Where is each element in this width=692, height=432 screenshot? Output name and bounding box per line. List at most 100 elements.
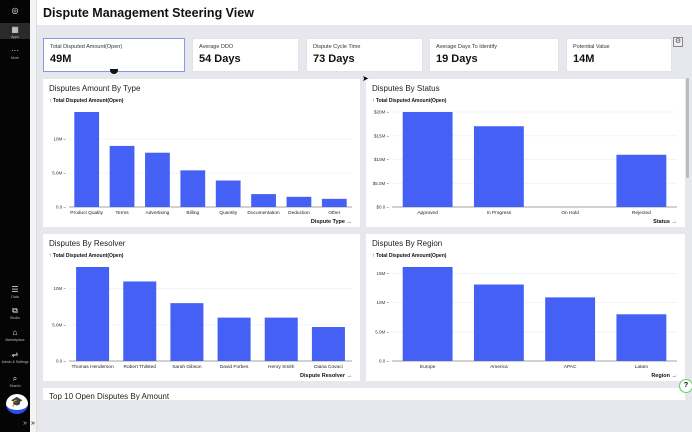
bar-chart: ↑ Total Disputed Amount(Open) $0.0 – $5.0M…: [372, 98, 677, 225]
learning-cap-icon[interactable]: 🎓: [6, 394, 28, 414]
y-tick-label: 0.0 –: [379, 359, 390, 364]
y-tick-label: 0.0 –: [56, 359, 67, 364]
y-axis-label: ↑ Total Disputed Amount(Open): [372, 253, 447, 259]
bar-chart: ↑ Total Disputed Amount(Open) 0.0 – 5.0M –…: [49, 253, 352, 379]
expand-button[interactable]: »: [31, 420, 35, 427]
scrollbar[interactable]: [686, 78, 689, 178]
studio-icon: ⧉: [12, 306, 18, 315]
x-tick-label: Latam: [635, 364, 648, 370]
bar-rejected[interactable]: [616, 154, 667, 207]
x-tick-label: APAC: [564, 364, 577, 370]
search-icon: ⌕: [12, 374, 18, 383]
chart-panel-by-region: ↑ Total Disputed Amount(Open) 0.0 – 5.0M –…: [366, 234, 685, 381]
x-tick-label: Product Quality: [70, 210, 103, 216]
x-axis-label[interactable]: Status →: [653, 219, 677, 225]
chart-panel-by-type: ↑ Total Disputed Amount(Open) 0.0 – 5.0M –…: [43, 79, 360, 227]
bar-in-progress[interactable]: [473, 126, 524, 207]
chart-title: Disputes By Status: [372, 84, 440, 93]
x-tick-label: Other: [328, 210, 340, 216]
settings-gear-icon[interactable]: ⚙: [673, 37, 683, 47]
sidebar-item-studio[interactable]: ⧉ Studio: [0, 306, 30, 320]
chart-title: Disputes By Resolver: [49, 239, 126, 248]
y-axis-label: ↑ Total Disputed Amount(Open): [49, 253, 124, 259]
sidebar-item-marketplace[interactable]: ⌂ Marketplace: [0, 328, 30, 342]
x-axis-label[interactable]: Dispute Type →: [311, 219, 352, 225]
y-axis-label: ↑ Total Disputed Amount(Open): [49, 98, 124, 104]
x-tick-label: Billing: [186, 210, 199, 216]
selected-pointer: [110, 69, 118, 74]
bar-latam[interactable]: [616, 314, 667, 361]
x-tick-label: Rejected: [632, 210, 651, 216]
bar-chart: ↑ Total Disputed Amount(Open) 0.0 – 5.0M –…: [372, 253, 677, 379]
bar-advertising[interactable]: [145, 152, 170, 207]
bar-deduction[interactable]: [286, 196, 312, 207]
database-icon: ☰: [11, 285, 19, 294]
x-tick-label: Advertising: [146, 210, 170, 216]
x-tick-label: Quantity: [219, 210, 237, 216]
help-icon[interactable]: ?: [679, 379, 692, 393]
sidebar-item-admin[interactable]: ⇌ Admin & Settings: [1, 350, 29, 364]
bar-approved[interactable]: [402, 112, 453, 207]
x-tick-label: Thomas Henderson: [72, 364, 114, 370]
x-tick-label: Diana Covaci: [314, 364, 343, 370]
grid-icon: ▦: [11, 25, 19, 34]
logo[interactable]: ◎: [0, 6, 30, 16]
x-tick-label: Deduction: [288, 210, 310, 216]
x-tick-label: Robert Thilsted: [124, 364, 157, 370]
x-tick-label: Sarah Gibson: [172, 364, 202, 370]
y-tick-label: 0.0 –: [56, 205, 67, 210]
bar-europe[interactable]: [402, 267, 453, 361]
bar-apac[interactable]: [545, 297, 596, 361]
x-axis-label[interactable]: Dispute Resolver →: [300, 373, 352, 379]
kpi-card-total-disputed[interactable]: Total Disputed Amount(Open) 49M: [43, 38, 185, 72]
bar-diana-covaci[interactable]: [311, 327, 345, 361]
kpi-card-potential-value[interactable]: Potential Value 14M: [566, 38, 672, 72]
sidebar-item-more[interactable]: ··· More: [0, 46, 30, 60]
bar-quantity[interactable]: [215, 180, 241, 207]
y-tick-label: $5.0M –: [373, 181, 390, 186]
y-tick-label: $15M –: [374, 133, 390, 138]
bar-thomas-henderson[interactable]: [76, 267, 110, 361]
chart-panel-by-resolver: ↑ Total Disputed Amount(Open) 0.0 – 5.0M –…: [43, 234, 360, 381]
sidebar-item-data[interactable]: ☰ Data: [0, 285, 30, 299]
kpi-card-cycle-time[interactable]: Dispute Cycle Time 73 Days: [306, 38, 423, 72]
y-tick-label: 10M –: [53, 137, 66, 142]
chart-title: Disputes By Region: [372, 239, 443, 248]
bar-documentation[interactable]: [251, 194, 276, 207]
sidebar-item-apps[interactable]: ▦ Apps: [0, 23, 30, 39]
bar-chart: ↑ Total Disputed Amount(Open) 0.0 – 5.0M –…: [49, 98, 352, 225]
x-tick-label: Terms: [116, 210, 130, 216]
chart-panel-by-status: ↑ Total Disputed Amount(Open) $0.0 – $5.0M…: [366, 79, 685, 227]
sidebar-item-search[interactable]: ⌕ Search: [0, 374, 30, 388]
x-tick-label: In Progress: [487, 210, 512, 216]
y-tick-label: 15M –: [376, 271, 389, 276]
page-header: Dispute Management Steering View: [37, 0, 692, 25]
bar-other[interactable]: [321, 198, 347, 207]
logo-icon: ◎: [11, 6, 19, 15]
x-tick-label: Documentation: [247, 210, 280, 216]
kpi-card-days-identify[interactable]: Average Days To Identify 19 Days: [429, 38, 559, 72]
bar-david-forbes[interactable]: [217, 317, 251, 361]
y-axis-label: ↑ Total Disputed Amount(Open): [372, 98, 447, 104]
sliders-icon: ⇌: [11, 350, 19, 359]
bar-billing[interactable]: [180, 170, 206, 207]
x-axis-label[interactable]: Region →: [651, 373, 677, 379]
store-icon: ⌂: [12, 328, 18, 337]
y-tick-label: $20M –: [374, 110, 390, 115]
x-tick-label: David Forbes: [220, 364, 249, 370]
bar-terms[interactable]: [109, 145, 135, 207]
y-tick-label: 5.0M –: [52, 171, 66, 176]
bar-product-quality[interactable]: [74, 112, 100, 207]
kpi-card-average-ddo[interactable]: Average DDO 54 Days: [192, 38, 299, 72]
y-tick-label: 10M –: [376, 300, 389, 305]
table-panel-top10: Top 10 Open Disputes By Amount: [43, 388, 685, 400]
bar-robert-thilsted[interactable]: [123, 281, 157, 361]
x-tick-label: Approved: [417, 210, 438, 216]
collapse-button[interactable]: »: [23, 420, 27, 427]
sidebar: ◎ ▦ Apps ··· More ☰ Data ⧉ Studio ⌂ Marketpla…: [0, 0, 30, 432]
bar-america[interactable]: [473, 284, 524, 361]
x-tick-label: Europe: [420, 364, 436, 370]
bar-henry-smith[interactable]: [264, 317, 298, 361]
bar-sarah-gibson[interactable]: [170, 303, 204, 361]
side-gutter: »: [30, 0, 37, 432]
